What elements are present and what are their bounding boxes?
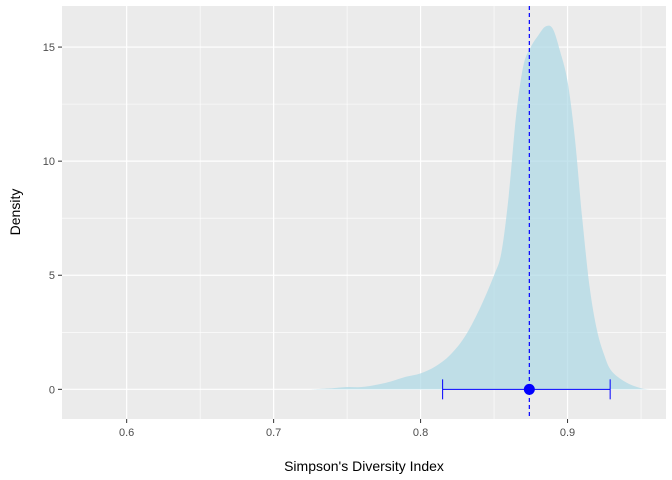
density-layer [310, 25, 650, 390]
y-tick-label: 5 [49, 270, 55, 282]
x-tick-label: 0.8 [413, 427, 428, 439]
density-area [310, 25, 650, 390]
y-axis-title: Density [7, 189, 23, 236]
y-tick-label: 0 [49, 384, 55, 396]
point-estimate [523, 383, 535, 395]
y-tick-label: 15 [43, 42, 55, 54]
y-axis: 0 5 10 15 [43, 42, 62, 396]
annotation-layer [442, 6, 611, 419]
x-axis-title: Simpson's Diversity Index [284, 458, 444, 474]
x-tick-label: 0.7 [266, 427, 281, 439]
y-tick-label: 10 [43, 156, 55, 168]
x-axis: 0.6 0.7 0.8 0.9 [119, 419, 575, 439]
x-tick-label: 0.9 [560, 427, 575, 439]
x-tick-label: 0.6 [119, 427, 134, 439]
